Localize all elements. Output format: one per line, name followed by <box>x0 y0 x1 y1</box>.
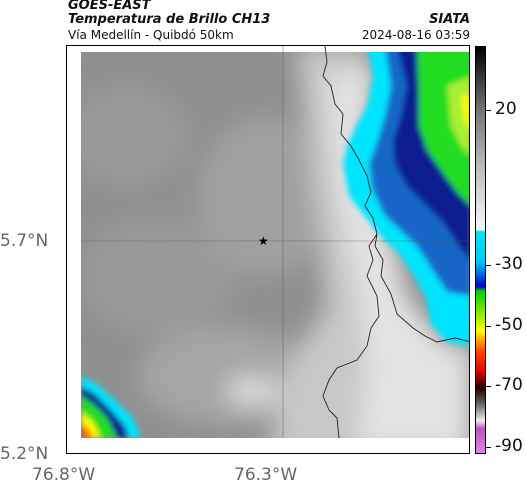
location-marker-icon[interactable]: ★ <box>258 234 269 248</box>
colorbar-label: -30 <box>495 254 523 274</box>
satellite-title: GOES-EAST <box>68 0 151 13</box>
colorbar-label: -90 <box>495 436 523 456</box>
lon-label-76.8: 76.8°W <box>32 465 96 485</box>
colorbar-tick <box>486 265 491 266</box>
colorbar-tick <box>486 386 491 387</box>
product-title: Temperatura de Brillo CH13 <box>68 12 271 27</box>
lat-label-5.7: 5.7°N <box>0 231 49 251</box>
lat-label-5.2: 5.2°N <box>0 444 49 464</box>
municipal-boundary <box>322 233 380 453</box>
datetime-label: 2024-08-16 03:59 <box>361 28 470 42</box>
cloud-layer <box>81 52 469 438</box>
region-subtitle: Vía Medellín - Quibdó 50km <box>68 28 234 42</box>
department-boundary <box>322 46 469 343</box>
lon-label-76.3: 76.3°W <box>234 465 298 485</box>
satellite-map[interactable]: ★ <box>66 45 470 454</box>
agency-label: SIATA <box>429 12 470 27</box>
header: GOES-EAST Temperatura de Brillo CH13 Vía… <box>0 0 526 46</box>
colorbar-label: -50 <box>495 315 523 335</box>
colorbar-tick <box>486 447 491 448</box>
map-canvas <box>67 46 469 453</box>
colorbar-label: -70 <box>495 375 523 395</box>
colorbar-tick <box>486 326 491 327</box>
colorbar-tick <box>486 110 491 111</box>
colorbar <box>475 46 486 454</box>
colorbar-label: 20 <box>495 99 517 119</box>
